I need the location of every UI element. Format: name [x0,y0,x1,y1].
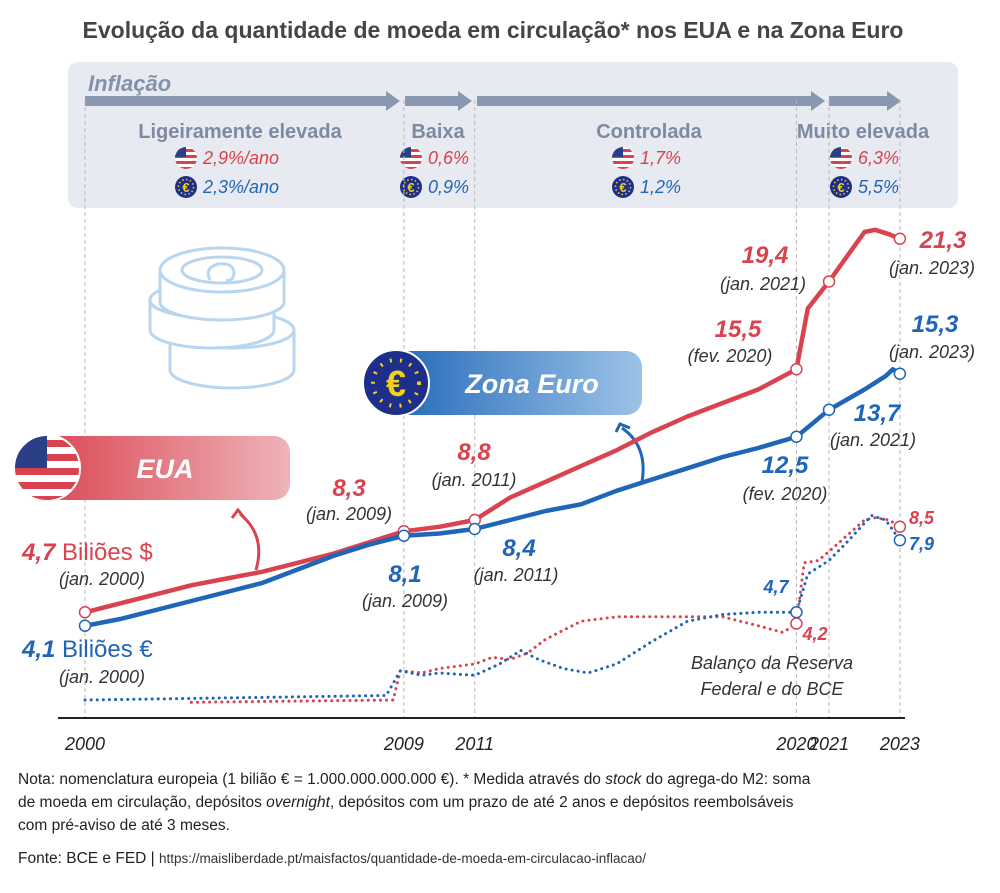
us-inflation-4: 6,3% [858,148,899,168]
label-eu-2011: 8,4 [502,535,535,562]
x-tick-label: 2011 [454,734,494,754]
x-tick-label: 2009 [383,734,424,754]
series-line-2 [189,516,902,704]
data-point-marker [893,534,907,547]
coins-icon [148,246,296,390]
label-eu-2020: 12,5 [762,452,809,479]
legend-us: EUA [13,434,290,502]
x-tick-label: 2020 [775,734,816,754]
data-point-marker [397,529,411,542]
data-point-marker [822,275,836,288]
period-label-2: Baixa [411,121,465,143]
markers-group [78,232,907,632]
eu-inflation-4: 5,5% [858,177,899,197]
label-us-2023: 21,3 [919,227,967,254]
balance-label-line2: Federal e do BCE [700,679,844,699]
arrow-period-2 [405,91,472,111]
legend-eu-label: Zona Euro [464,369,599,399]
series-line-1 [82,367,903,629]
data-point-marker [790,430,803,443]
data-point-marker [790,363,803,376]
period-label-3: Controlada [596,121,702,143]
label-ecb-2023: 7,9 [909,534,934,554]
data-point-marker [78,606,92,619]
us-inflation-1: 2,9%/ano [202,148,279,168]
label-ecb-2020: 4,7 [762,577,789,597]
source-url[interactable]: https://maisliberdade.pt/maisfactos/quan… [159,851,646,866]
eu-inflation-2: 0,9% [428,177,469,197]
date-eu-2021: (jan. 2021) [830,430,916,450]
date-us-2000: (jan. 2000) [59,569,145,589]
arrow-period-3 [477,91,825,111]
arrow-period-4 [829,91,901,111]
eu-flag-icon [174,175,198,199]
label-us-2011: 8,8 [457,439,491,466]
series-line-3 [83,514,902,702]
date-us-2009: (jan. 2009) [306,504,392,524]
x-tick-label: 2021 [808,734,849,754]
footnote: Nota: nomenclatura europeia (1 bilião € … [18,771,811,834]
eu-inflation-3: 1,2% [640,177,681,197]
data-point-marker [822,403,836,416]
label-us-2021: 19,4 [742,242,789,269]
us-inflation-2: 0,6% [428,148,469,168]
series-line-0 [82,227,903,615]
label-us-2020: 15,5 [715,316,762,343]
label-eu-2000: 4,1 Biliões € [21,636,153,663]
period-label-4: Muito elevada [797,121,930,143]
date-eu-2009: (jan. 2009) [362,591,448,611]
date-us-2011: (jan. 2011) [432,470,517,490]
svg-text:€: € [386,363,406,404]
eu-inflation-1: 2,3%/ano [202,177,279,197]
data-point-marker [893,367,907,380]
x-tick-label: 2000 [64,734,105,754]
balance-label-line1: Balanço da Reserva [691,653,853,673]
label-us-2000: 4,7 Biliões $ [21,539,153,566]
eu-flag-icon [611,175,635,199]
us-pointer-arrow [239,512,261,571]
series-group [82,227,903,704]
label-eu-2021: 13,7 [854,400,902,427]
eu-flag-icon [399,175,423,199]
date-us-2021: (jan. 2021) [720,274,806,294]
data-point-marker [468,522,481,536]
date-eu-2023: (jan. 2023) [889,342,975,362]
legend-us-label: EUA [136,454,193,484]
data-point-marker [893,232,907,245]
pointer-arrows [230,422,645,571]
label-eu-2009: 8,1 [388,561,421,588]
date-eu-2000: (jan. 2000) [59,667,145,687]
legend-eu: € Zona Euro [362,349,642,417]
label-eu-2023: 15,3 [912,311,959,338]
us-inflation-3: 1,7% [640,148,681,168]
date-eu-2011: (jan. 2011) [474,565,559,585]
data-point-marker [893,520,907,533]
date-eu-2020: (fev. 2020) [743,484,828,504]
data-point-marker [790,617,803,630]
x-tick-label: 2023 [879,734,920,754]
label-fed-2023: 8,5 [909,508,935,528]
inflation-arrows [85,91,901,111]
us-flag-large-icon [13,434,81,502]
data-point-marker [790,606,803,619]
label-us-2009: 8,3 [332,475,366,502]
period-label-1: Ligeiramente elevada [138,121,342,143]
date-us-2020: (fev. 2020) [688,346,773,366]
date-us-2023: (jan. 2023) [889,258,975,278]
label-fed-2020: 4,2 [801,624,827,644]
inflation-heading: Inflação [88,71,171,96]
eu-pointer-arrow [621,426,645,483]
source: Fonte: BCE e FED | https://maisliberdade… [18,850,646,867]
arrow-period-1 [85,91,400,111]
eu-flag-icon [829,175,853,199]
eu-flag-large-icon [362,349,430,417]
chart-title: Evolução da quantidade de moeda em circu… [83,17,904,43]
data-point-marker [78,619,92,632]
source-label: Fonte: BCE e FED [18,850,147,867]
